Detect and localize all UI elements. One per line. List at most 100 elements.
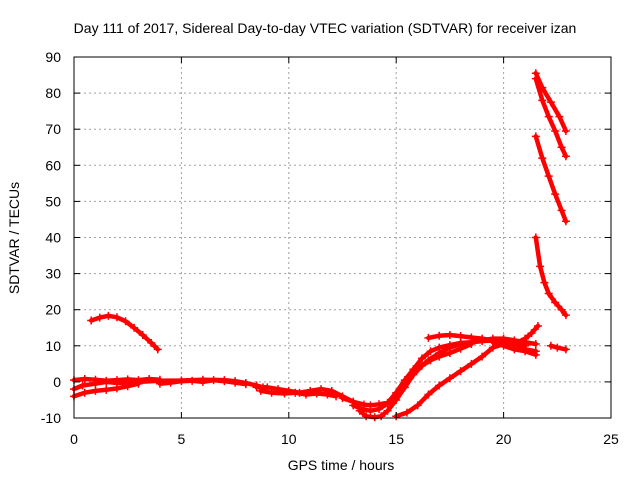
data-point: [155, 379, 164, 388]
x-tick-label: 20: [496, 431, 512, 447]
y-tick-label: 30: [45, 266, 61, 282]
data-point: [104, 311, 113, 320]
x-tick-labels: 0 5 10 15 20 25: [70, 431, 619, 447]
data-point: [323, 390, 332, 399]
data-point: [555, 112, 564, 121]
x-tick-label: 0: [70, 431, 78, 447]
data-point: [551, 127, 560, 136]
data-point: [256, 386, 265, 395]
data-point: [375, 404, 384, 413]
data-point: [435, 381, 444, 390]
data-point: [426, 347, 435, 356]
data-point: [377, 412, 386, 421]
series-arc-19: [546, 341, 570, 354]
series-arc-18: [531, 233, 570, 320]
series-arc-14: [510, 321, 542, 348]
data-point: [435, 352, 444, 361]
data-point: [546, 98, 555, 107]
series-arc-5: [155, 376, 250, 389]
data-point: [557, 305, 566, 314]
data-point: [383, 399, 392, 408]
data-point: [531, 132, 540, 141]
data-point: [198, 377, 207, 386]
data-point: [445, 374, 454, 383]
series-arc-13: [488, 338, 540, 359]
data-point: [435, 331, 444, 340]
x-tick-label: 10: [281, 431, 297, 447]
y-tick-label: 50: [45, 193, 61, 209]
data-point: [80, 388, 89, 397]
data-point: [241, 380, 250, 389]
data-point: [91, 386, 100, 395]
data-point: [87, 316, 96, 325]
data-point: [456, 332, 465, 341]
data-point: [91, 375, 100, 384]
data-point: [544, 112, 553, 121]
data-point: [400, 383, 409, 392]
data-point: [95, 313, 104, 322]
data-point: [402, 408, 411, 417]
data-point: [521, 347, 530, 356]
y-tick-label: 10: [45, 338, 61, 354]
series-arc-16: [531, 74, 570, 161]
data-point: [123, 382, 132, 391]
data-point: [426, 356, 435, 365]
data-point: [409, 370, 418, 379]
data-point: [561, 152, 570, 161]
data-point: [478, 334, 487, 343]
series-arc-17: [531, 132, 570, 226]
data-point: [551, 298, 560, 307]
data-point: [467, 333, 476, 342]
data-point: [445, 349, 454, 358]
data-point: [561, 217, 570, 226]
chart-title: Day 111 of 2017, Sidereal Day-to-day VTE…: [74, 20, 577, 36]
data-series: [70, 69, 570, 422]
data-point: [527, 329, 536, 338]
y-axis-label: SDTVAR / TECUs: [6, 182, 22, 294]
axis-ticks: [73, 56, 612, 419]
series-arc-1: [87, 311, 162, 354]
data-point: [544, 172, 553, 181]
series-trace: [533, 235, 569, 318]
data-point: [102, 385, 111, 394]
data-point: [531, 233, 540, 242]
x-tick-label: 25: [603, 431, 619, 447]
data-point: [456, 367, 465, 376]
y-tick-label: 60: [45, 157, 61, 173]
data-point: [366, 406, 375, 415]
data-point: [544, 289, 553, 298]
data-point: [510, 339, 519, 348]
y-tick-labels: -10 0 10 20 30 40 50 60 70 80 90: [41, 49, 61, 426]
x-axis-label: GPS time / hours: [288, 457, 395, 473]
y-tick-label: 40: [45, 230, 61, 246]
data-point: [538, 96, 547, 105]
data-point: [267, 388, 276, 397]
data-point: [383, 406, 392, 415]
data-point: [561, 127, 570, 136]
series-arc-3: [70, 379, 143, 401]
data-point: [533, 321, 542, 330]
data-point: [424, 390, 433, 399]
data-point: [147, 338, 156, 347]
data-point: [209, 376, 218, 385]
data-point: [166, 378, 175, 387]
x-tick-label: 5: [178, 431, 186, 447]
data-point: [112, 384, 121, 393]
data-point: [417, 354, 426, 363]
data-point: [521, 334, 530, 343]
data-point: [561, 345, 570, 354]
data-point: [312, 389, 321, 398]
y-tick-label: 20: [45, 302, 61, 318]
data-point: [102, 376, 111, 385]
data-point: [112, 376, 121, 385]
data-point: [538, 154, 547, 163]
data-point: [540, 278, 549, 287]
data-point: [413, 401, 422, 410]
data-point: [536, 262, 545, 271]
data-point: [561, 311, 570, 320]
series-trace: [512, 323, 541, 347]
data-point: [467, 359, 476, 368]
data-point: [123, 375, 132, 384]
data-point: [138, 330, 147, 339]
